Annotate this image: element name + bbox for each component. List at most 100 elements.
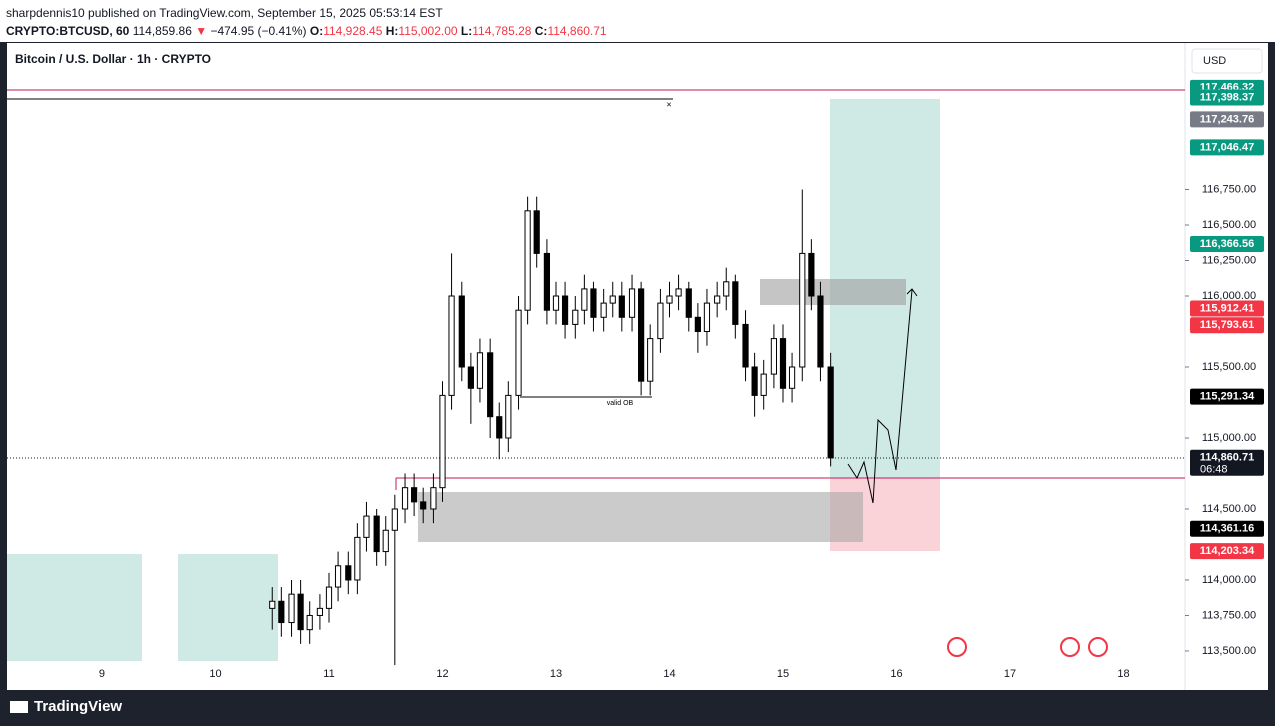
y-tick-label: 113,500.00 [1202,645,1256,657]
candle-body [439,394,446,489]
price-badge-label: 117,398.37 [1200,91,1254,103]
footer: TradingView [10,698,122,715]
candle-body [609,295,616,304]
x-tick-label: 17 [1004,668,1016,680]
h-label: H: [385,24,399,38]
y-tick-label: 114,000.00 [1202,574,1256,586]
candle-body [788,366,796,389]
candle-body [334,565,342,588]
candle-body [572,309,579,325]
candle-body [590,288,597,318]
candle-body [552,295,560,311]
candle-body [354,536,361,581]
price-badge-label: 115,793.61 [1200,319,1254,331]
price-badge [1190,300,1264,317]
candles [269,189,834,666]
ob-box [760,279,906,305]
currency-box[interactable] [1191,48,1263,74]
price-badge [1190,89,1264,106]
countdown: 06:48 [1200,464,1228,476]
candle-body [363,515,370,538]
event[interactable] [1060,637,1080,657]
candle-body [345,565,352,581]
symbol: CRYPTO:BTCUSD, 60 [6,24,130,38]
candle-body [430,487,437,510]
x-tick-label: 11 [323,668,334,680]
c-label: C: [534,24,548,38]
price-badge-label: 116,366.56 [1200,238,1254,250]
y-tick-label: 114,500.00 [1202,503,1256,515]
x-tick-label: 16 [890,668,902,680]
candle-body [703,302,711,333]
event[interactable] [947,637,967,657]
y-tick-label: 116,750.00 [1202,183,1256,195]
candle-body [533,210,540,254]
last: 114,859.86 [132,24,192,38]
o-label: O: [309,24,324,38]
annotation: valid OB [607,400,634,407]
x-tick-label: 9 [99,668,105,680]
candle-body [657,302,664,340]
price-badge-label: 114,860.71 [1200,452,1254,464]
arrow: ▼ [195,24,208,38]
ob-box [418,492,863,542]
price-labels: 117,466.32117,398.37117,243.76117,046.47… [1190,79,1264,560]
candle-body [401,487,409,510]
events [947,637,1108,657]
price-badge [1190,235,1264,252]
candle-body [600,302,607,318]
price-badge [1190,543,1264,560]
projection [847,289,913,504]
y-tick-label: 115,500.00 [1202,361,1256,373]
y-tick-label: 116,250.00 [1202,254,1256,266]
candle-body [581,288,588,311]
candle-body [505,394,512,439]
candle-body [420,501,427,510]
low: 114,785.28 [472,24,532,38]
candle-body [373,515,380,553]
candle-body [732,281,739,325]
candle-body [476,352,484,389]
close-marker[interactable]: × [666,99,671,109]
arrowhead [906,288,918,297]
candle-body [278,600,285,624]
candle-body [638,288,645,382]
candle-body [288,593,295,624]
candle-body [269,600,276,609]
candle-body [467,366,474,389]
candle-body [496,416,503,439]
close: 114,860.71 [547,24,607,38]
published: sharpdennis10 published on TradingView.c… [6,6,443,20]
candle-body [742,323,749,368]
candle-body [770,338,778,375]
candle-body [515,309,522,396]
candle-body [411,487,418,503]
price-badge [1190,388,1264,405]
candle-body [827,366,834,459]
zone [178,554,278,661]
candle-body [723,281,730,297]
legend: Bitcoin / U.S. Dollar · 1h · CRYPTO [15,52,211,66]
candle-body [694,316,701,333]
x-tick-label: 15 [777,668,789,680]
y-tick-label: 115,000.00 [1202,432,1256,444]
candle-body [561,295,569,325]
l-label: L: [460,24,473,38]
x-tick-label: 18 [1117,668,1129,680]
price-badge-label: 117,243.76 [1200,113,1254,125]
candle-body [306,614,313,631]
x-tick-label: 12 [436,668,448,680]
event[interactable] [1088,637,1108,657]
price-badge [1190,317,1264,334]
candle-body [458,295,465,368]
candle-body [779,338,787,389]
candle-body [751,366,758,396]
candle-body [448,295,455,396]
candle-body [666,295,673,304]
candle-body [675,288,682,297]
candle-body [760,373,767,396]
price-badge-label: 114,203.34 [1200,545,1255,557]
axes: 113,500.00 113,750.00 114,000.00 114,500.00… [99,183,1256,679]
